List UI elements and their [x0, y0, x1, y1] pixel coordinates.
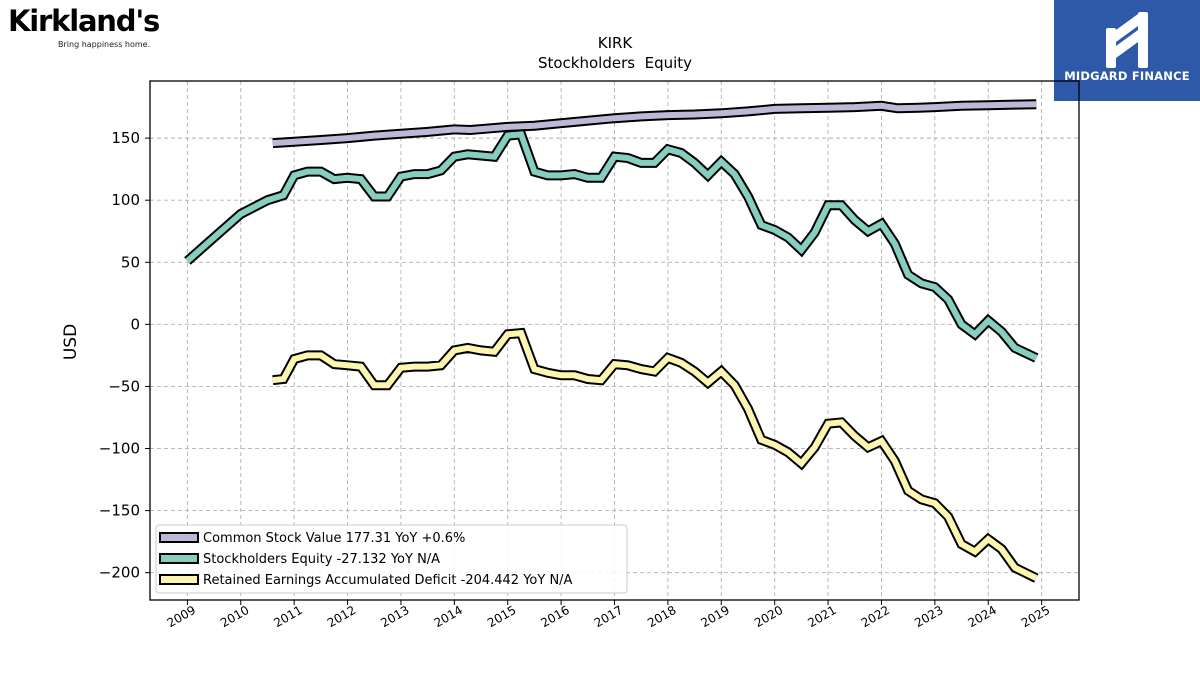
x-tick-label: 2025 [1019, 603, 1052, 630]
kirklands-logo: Kirkland's Bring happiness home. [8, 4, 168, 52]
y-tick-label: 0 [130, 315, 140, 333]
x-tick-label: 2019 [699, 603, 732, 630]
x-tick-label: 2021 [805, 603, 838, 630]
x-tick-label: 2020 [752, 603, 785, 630]
legend-label-1: Stockholders Equity -27.132 YoY N/A [203, 552, 440, 567]
y-tick-label: −200 [99, 564, 140, 582]
x-tick-label: 2013 [378, 603, 411, 630]
series-line-1 [185, 131, 1038, 361]
midgard-finance-logo: MIDGARD FINANCE [1054, 0, 1200, 101]
legend-swatch-1 [159, 553, 199, 564]
series-line-0 [272, 101, 1037, 147]
y-tick-label: −100 [99, 440, 140, 458]
y-tick-label: 150 [111, 129, 140, 147]
x-tick-label: 2023 [912, 603, 945, 630]
x-tick-label: 2024 [966, 603, 999, 630]
chart-subtitle: Stockholders Equity [538, 54, 692, 72]
x-tick-label: 2022 [859, 603, 892, 630]
chart-title: KIRK [598, 34, 634, 52]
x-tick-label: 2014 [432, 603, 465, 630]
sponsor-name: MIDGARD FINANCE [1064, 69, 1190, 83]
legend-label-2: Retained Earnings Accumulated Deficit -2… [203, 573, 573, 588]
x-tick-label: 2011 [271, 603, 304, 630]
midgard-emblem-icon [1106, 12, 1148, 68]
y-axis-label: USD [61, 324, 81, 360]
x-tick-label: 2012 [325, 603, 358, 630]
x-tick-label: 2018 [645, 603, 678, 630]
legend-swatch-2 [159, 574, 199, 585]
y-tick-label: 50 [121, 253, 140, 271]
x-tick-label: 2017 [592, 603, 625, 630]
brand-tagline: Bring happiness home. [58, 40, 151, 49]
brand-name: Kirkland's [8, 4, 160, 38]
legend [155, 524, 628, 594]
x-tick-label: 2016 [538, 603, 571, 630]
legend-label-0: Common Stock Value 177.31 YoY +0.6% [203, 531, 465, 546]
y-tick-label: −150 [99, 502, 140, 520]
x-tick-label: 2009 [165, 603, 198, 630]
x-tick-label: 2010 [218, 603, 251, 630]
series-line-2 [272, 329, 1038, 581]
x-tick-label: 2015 [485, 603, 518, 630]
y-tick-label: −50 [108, 377, 140, 395]
y-tick-label: 100 [111, 191, 140, 209]
legend-swatch-0 [159, 532, 199, 543]
